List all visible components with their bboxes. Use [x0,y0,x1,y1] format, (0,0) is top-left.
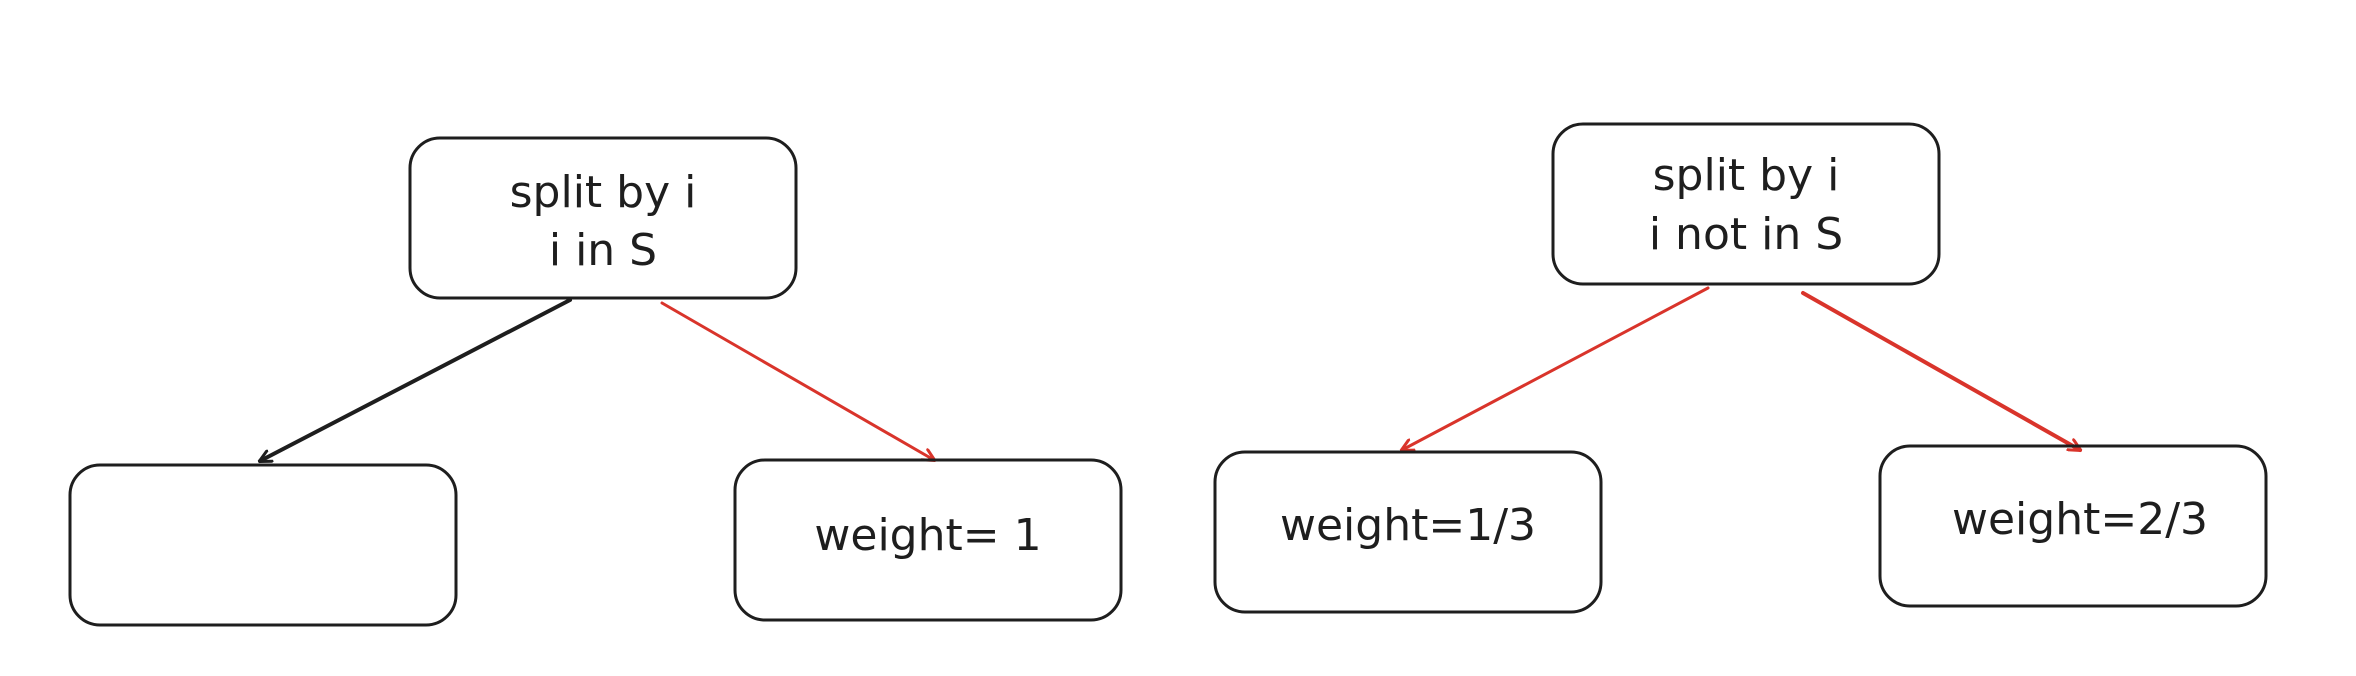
right-edge-to-weight-1-3 [1402,286,1710,450]
left-root-node: split by i i in S [408,136,798,300]
right-weight-1-3-label: weight=1/3 [1280,500,1536,551]
right-root-line1: split by i [1653,150,1840,201]
right-weight-2-3-node: weight=2/3 [1878,444,2268,608]
left-empty-node [68,463,458,627]
right-root-line2: i not in S [1649,209,1843,260]
left-edge-to-empty-node [260,298,572,463]
left-tree: split by i i in S weight= 1 [68,136,1123,627]
left-weight-1-label: weight= 1 [814,510,1041,561]
left-root-box [408,136,798,300]
left-edge-to-weight-1 [660,301,934,460]
right-weight-2-3-label: weight=2/3 [1952,494,2208,545]
left-root-line1: split by i [510,167,697,218]
left-weight-1-node: weight= 1 [733,458,1123,622]
right-root-node: split by i i not in S [1551,122,1941,286]
left-weight-1-box [733,458,1123,622]
right-weight-2-3-box [1878,444,2268,608]
right-edge-to-weight-2-3 [1801,291,2080,452]
right-weight-1-3-box [1213,450,1603,614]
right-weight-1-3-node: weight=1/3 [1213,450,1603,614]
left-root-line2: i in S [549,225,657,276]
left-empty-box [68,463,458,627]
right-tree: split by i i not in S weight=1/3 weight=… [1213,122,2268,614]
right-root-box [1551,122,1941,286]
